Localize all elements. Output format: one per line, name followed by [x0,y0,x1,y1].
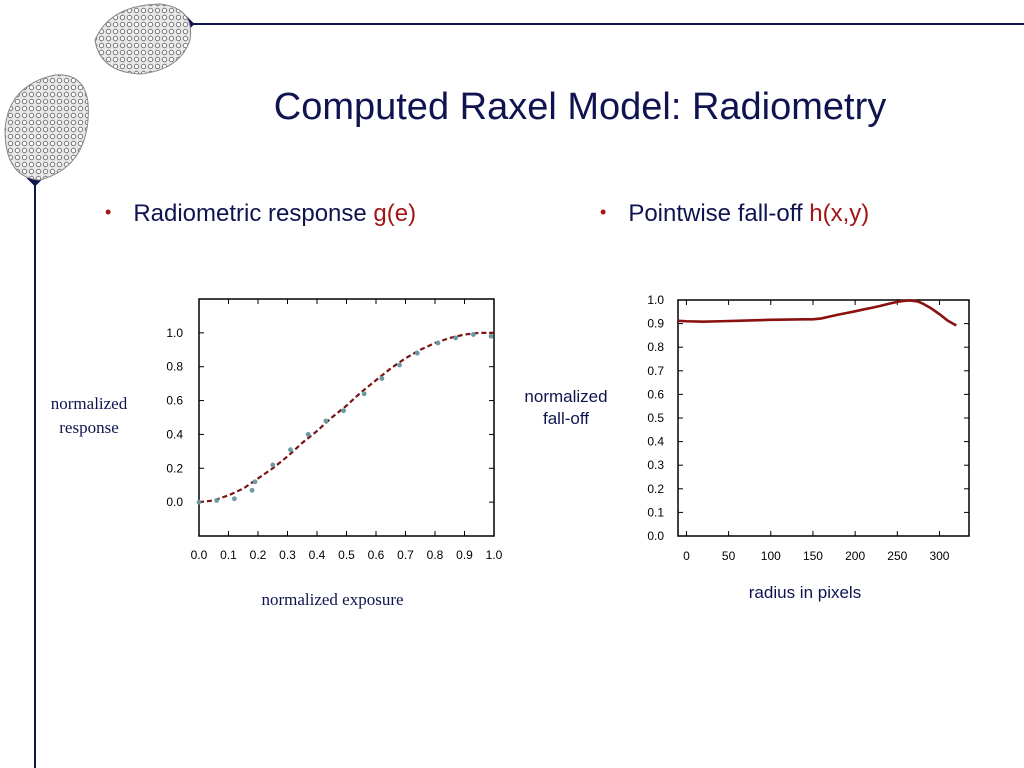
y-tick-label: 0.4 [647,435,664,449]
x-tick-label: 200 [845,549,865,563]
y-tick-label: 1.0 [166,326,183,340]
bullet-radiometric-response: • Radiometric response g(e) [105,200,416,228]
left-y-axis-label: normalized response [50,394,128,437]
x-tick-label: 1.0 [486,548,503,562]
data-point [470,332,476,337]
x-tick-label: 300 [929,549,949,563]
bullet-text: Pointwise fall-off [628,200,810,227]
falloff-line [677,299,957,327]
y-tick-label: 0.6 [647,387,664,401]
x-tick-label: 0.9 [456,548,473,562]
data-point [379,376,385,381]
x-tick-label: 0.7 [397,548,414,562]
x-tick-label: 50 [722,549,736,563]
x-tick-label: 0.5 [338,548,355,562]
y-tick-label: 0.7 [647,364,664,378]
x-tick-label: 0.0 [191,548,208,562]
bullet-pointwise-falloff: • Pointwise fall-off h(x,y) [600,200,869,228]
x-tick-label: 0.8 [427,548,444,562]
left-x-axis-label: normalized exposure [261,590,404,609]
x-tick-label: 0.6 [368,548,385,562]
x-tick-label: 0 [683,549,690,563]
y-tick-label: 0.6 [166,394,183,408]
data-point [305,432,311,437]
data-point [288,447,293,453]
x-tick-label: 250 [887,549,907,563]
y-tick-label: 0.1 [647,505,664,519]
x-tick-label: 0.2 [250,548,267,562]
y-tick-label: 0.3 [647,458,664,472]
right-y-axis-label: normalized fall-off [524,387,608,428]
data-point [361,391,367,397]
plot-frame [677,299,970,537]
bullet-highlight: h(x,y) [809,200,870,227]
y-tick-label: 0.2 [166,461,183,475]
x-tick-label: 0.4 [309,548,326,562]
data-point [453,335,459,341]
bullet-icon: • [600,202,607,222]
data-point [249,487,255,493]
x-tick-label: 0.1 [220,548,237,562]
slide-title: Computed Raxel Model: Radiometry [273,86,887,128]
x-tick-label: 100 [761,549,781,563]
data-point [252,479,258,485]
bullet-text: Radiometric response [133,200,374,227]
bullet-highlight: g(e) [373,200,417,227]
data-point [214,498,220,503]
data-point [435,340,441,346]
y-tick-label: 0.8 [647,340,664,354]
bullet-icon: • [105,202,112,222]
data-point [270,462,276,468]
y-tick-label: 0.8 [166,360,183,374]
y-tick-label: 0.4 [166,427,183,441]
y-tick-label: 0.2 [647,482,664,496]
x-tick-label: 150 [803,549,823,563]
y-tick-label: 0.0 [647,529,664,543]
data-point [323,418,329,424]
y-tick-label: 1.0 [647,293,664,307]
data-point [232,496,237,502]
x-tick-label: 0.3 [279,548,296,562]
data-point [341,408,346,414]
data-point [196,499,202,505]
mesh-logo-icon [4,3,192,181]
right-x-axis-label: radius in pixels [748,583,862,602]
y-tick-label: 0.9 [647,317,664,331]
fit-curve-line [198,331,494,504]
y-tick-label: 0.0 [166,495,183,509]
data-point [488,333,494,339]
data-point [397,362,402,368]
data-point [414,350,420,356]
y-tick-label: 0.5 [647,411,664,425]
